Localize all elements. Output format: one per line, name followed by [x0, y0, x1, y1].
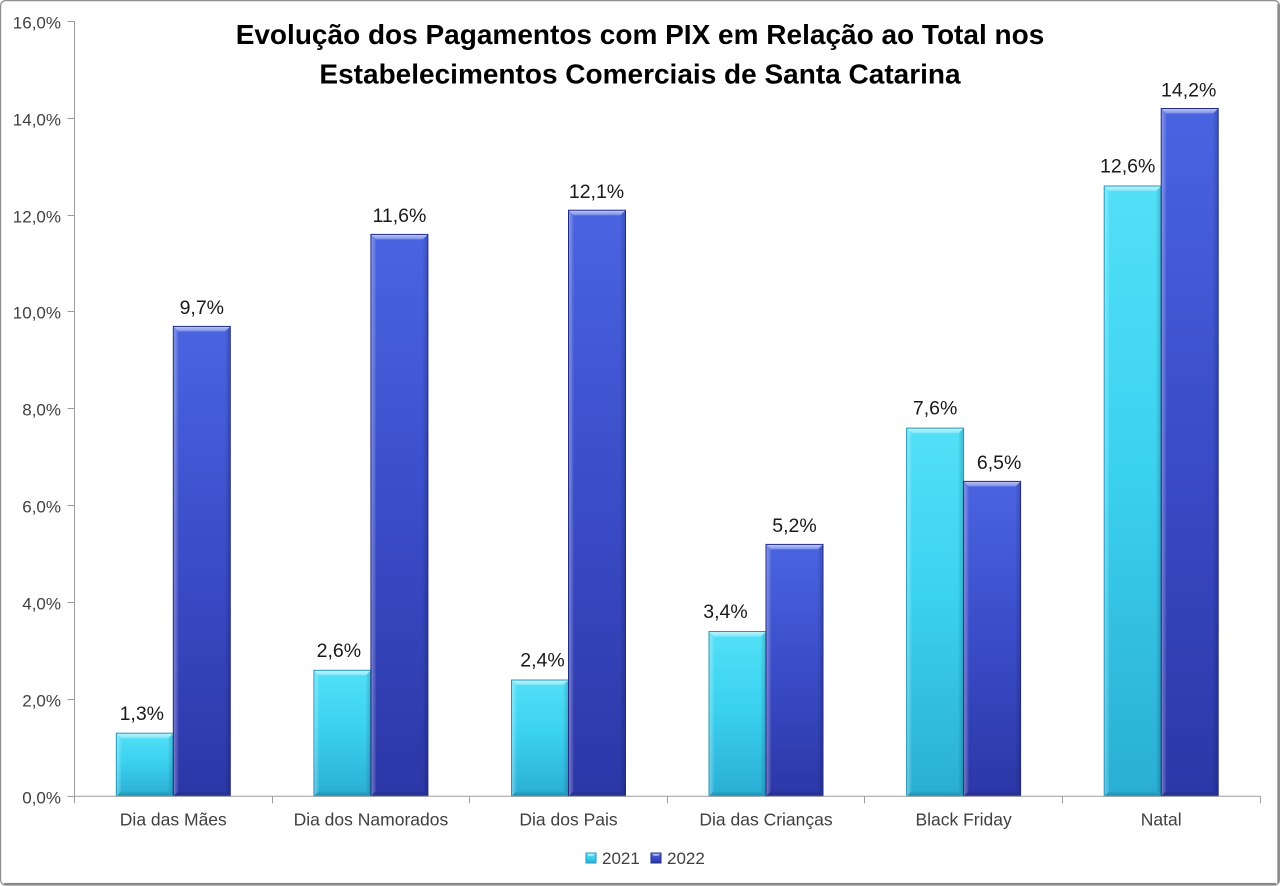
svg-text:Dia das Mães: Dia das Mães: [120, 810, 227, 830]
svg-text:12,1%: 12,1%: [569, 181, 624, 203]
svg-text:6,5%: 6,5%: [977, 452, 1021, 474]
svg-text:12,6%: 12,6%: [1100, 156, 1155, 178]
svg-text:9,7%: 9,7%: [180, 297, 224, 319]
svg-text:Estabelecimentos Comerciais de: Estabelecimentos Comerciais de Santa Cat…: [319, 59, 961, 90]
svg-text:7,6%: 7,6%: [913, 398, 957, 420]
svg-text:Black Friday: Black Friday: [915, 810, 1012, 830]
svg-text:2021: 2021: [602, 849, 640, 868]
svg-text:Dia dos Namorados: Dia dos Namorados: [294, 810, 449, 830]
svg-text:12,0%: 12,0%: [13, 207, 61, 226]
svg-text:2022: 2022: [667, 849, 705, 868]
svg-text:Dia das Crianças: Dia das Crianças: [699, 810, 832, 830]
svg-text:0,0%: 0,0%: [22, 788, 61, 807]
svg-text:10,0%: 10,0%: [13, 303, 61, 322]
svg-text:Dia dos Pais: Dia dos Pais: [519, 810, 617, 830]
svg-text:Evolução dos Pagamentos com PI: Evolução dos Pagamentos com PIX em Relaç…: [236, 19, 1045, 50]
svg-text:5,2%: 5,2%: [772, 515, 816, 537]
svg-text:8,0%: 8,0%: [22, 400, 61, 419]
svg-text:1,3%: 1,3%: [120, 703, 164, 725]
svg-text:2,0%: 2,0%: [22, 691, 61, 710]
svg-text:2,6%: 2,6%: [317, 640, 361, 662]
svg-text:11,6%: 11,6%: [372, 205, 426, 227]
svg-text:14,2%: 14,2%: [1161, 79, 1216, 101]
svg-text:14,0%: 14,0%: [13, 110, 61, 129]
svg-text:Natal: Natal: [1141, 810, 1182, 830]
svg-text:4,0%: 4,0%: [22, 594, 61, 613]
svg-text:6,0%: 6,0%: [22, 497, 61, 516]
svg-text:3,4%: 3,4%: [703, 601, 747, 623]
svg-text:2,4%: 2,4%: [520, 650, 564, 672]
svg-text:16,0%: 16,0%: [13, 13, 61, 32]
